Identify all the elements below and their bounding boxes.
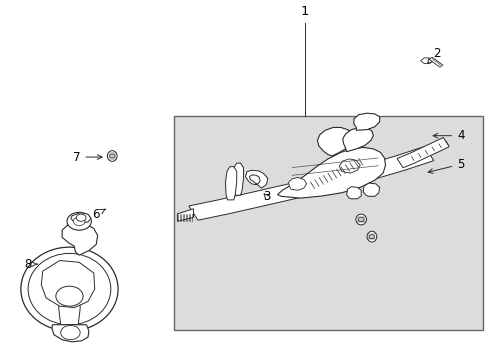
- Ellipse shape: [109, 154, 115, 158]
- Ellipse shape: [21, 247, 118, 331]
- Ellipse shape: [368, 235, 374, 239]
- Circle shape: [56, 286, 83, 306]
- Polygon shape: [52, 325, 89, 342]
- Polygon shape: [62, 223, 98, 255]
- Text: 3: 3: [262, 190, 269, 203]
- Ellipse shape: [366, 231, 376, 242]
- Circle shape: [76, 214, 86, 221]
- Polygon shape: [177, 209, 193, 221]
- Polygon shape: [277, 148, 385, 198]
- Ellipse shape: [355, 214, 366, 225]
- Polygon shape: [428, 57, 442, 67]
- Polygon shape: [232, 163, 243, 195]
- Polygon shape: [339, 159, 360, 173]
- Text: 2: 2: [427, 47, 439, 63]
- Polygon shape: [188, 147, 433, 220]
- Text: 5: 5: [427, 158, 464, 174]
- Text: 7: 7: [73, 150, 102, 163]
- Text: 4: 4: [432, 129, 464, 142]
- Bar: [174, 116, 482, 330]
- Text: 1: 1: [301, 5, 309, 18]
- Circle shape: [67, 212, 91, 230]
- Polygon shape: [41, 261, 95, 307]
- Ellipse shape: [107, 150, 117, 161]
- Polygon shape: [420, 58, 432, 64]
- Polygon shape: [245, 170, 267, 188]
- Ellipse shape: [358, 217, 364, 222]
- Circle shape: [61, 325, 80, 340]
- Polygon shape: [346, 187, 361, 199]
- Polygon shape: [353, 113, 379, 130]
- Polygon shape: [59, 300, 80, 325]
- Polygon shape: [363, 183, 379, 196]
- Polygon shape: [342, 127, 372, 152]
- Text: 8: 8: [24, 258, 37, 271]
- Circle shape: [73, 217, 85, 226]
- Polygon shape: [71, 213, 91, 223]
- Polygon shape: [396, 138, 448, 168]
- Text: 6: 6: [92, 208, 105, 221]
- Polygon shape: [225, 167, 236, 200]
- Polygon shape: [317, 127, 353, 156]
- Polygon shape: [287, 177, 306, 190]
- Ellipse shape: [28, 253, 111, 325]
